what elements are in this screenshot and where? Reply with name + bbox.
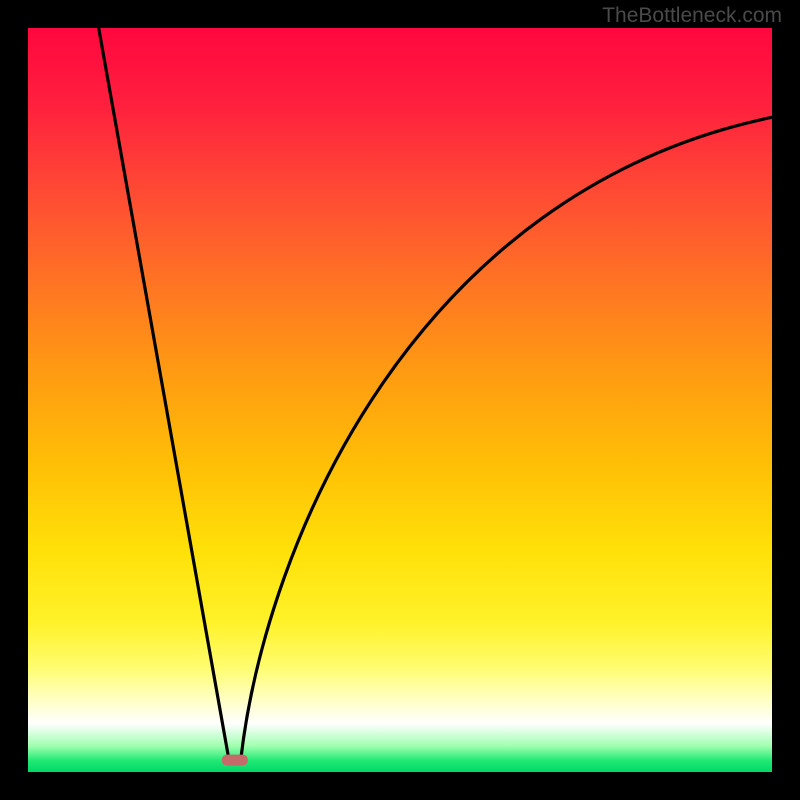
chart-frame: TheBottleneck.com — [0, 0, 800, 800]
bottleneck-chart — [0, 0, 800, 800]
attribution-text: TheBottleneck.com — [602, 4, 782, 28]
optimum-marker — [222, 755, 248, 766]
plot-area — [28, 28, 772, 772]
